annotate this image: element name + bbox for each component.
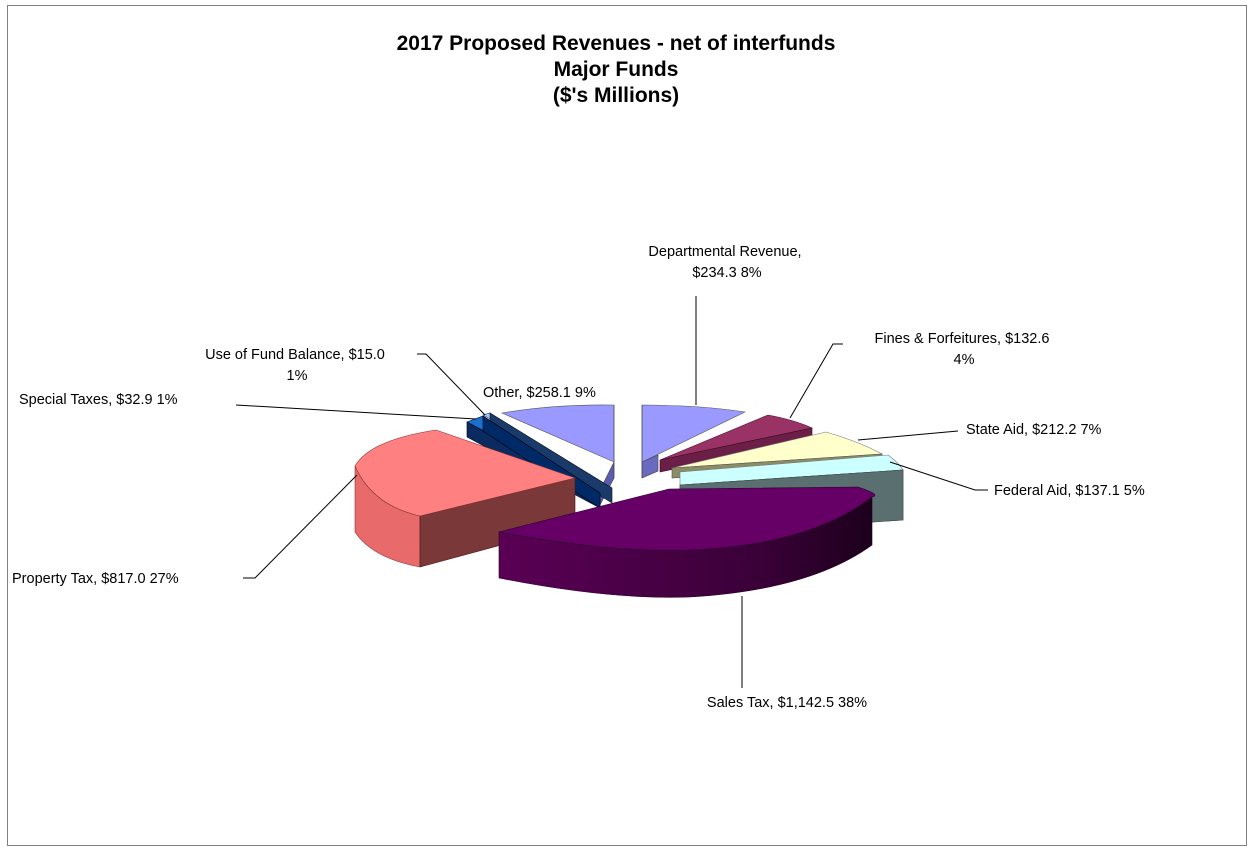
label-use-of-fund-balance-line-2: 1% — [287, 368, 308, 384]
label-special-taxes: Special Taxes, $32.9 1% — [19, 392, 178, 408]
leader-line-state-aid — [857, 430, 959, 441]
pie-slice-fines-forfeitures — [659, 414, 813, 473]
pie-slice-sales-tax — [498, 486, 876, 598]
label-fines-forfeitures: Fines & Forfeitures, $132.6 4% — [875, 331, 1054, 368]
label-fines-forfeitures-line-1: Fines & Forfeitures, $132.6 — [875, 331, 1050, 347]
leader-line-property-tax — [243, 474, 358, 579]
label-property-tax: Property Tax, $817.0 27% — [12, 571, 179, 587]
label-use-of-fund-balance: Use of Fund Balance, $15.0 1% — [205, 347, 389, 384]
chart-title-line-1: 2017 Proposed Revenues - net of interfun… — [397, 32, 836, 55]
label-federal-aid: Federal Aid, $137.1 5% — [994, 483, 1145, 499]
label-departmental-revenue: Departmental Revenue, $234.3 8% — [648, 244, 805, 281]
chart-title-line-3: ($'s Millions) — [553, 84, 679, 107]
label-sales-tax: Sales Tax, $1,142.5 38% — [707, 695, 867, 711]
chart-title-line-2: Major Funds — [554, 58, 679, 81]
leader-line-federal-aid — [889, 461, 988, 491]
leader-line-use-of-fund-balance — [417, 353, 486, 416]
label-departmental-revenue-line-2: $234.3 8% — [692, 265, 761, 281]
chart-frame — [7, 5, 1247, 846]
label-other: Other, $258.1 9% — [483, 385, 596, 401]
pie-slice-property-tax — [354, 429, 577, 568]
leader-line-special-taxes — [235, 404, 477, 420]
label-use-of-fund-balance-line-1: Use of Fund Balance, $15.0 — [205, 347, 385, 363]
leader-line-fines-forfeitures — [789, 343, 843, 419]
label-state-aid: State Aid, $212.2 7% — [966, 422, 1102, 438]
label-departmental-revenue-line-1: Departmental Revenue, — [648, 244, 801, 260]
pie-slice-departmental-revenue — [641, 404, 746, 479]
label-fines-forfeitures-line-2: 4% — [954, 352, 975, 368]
